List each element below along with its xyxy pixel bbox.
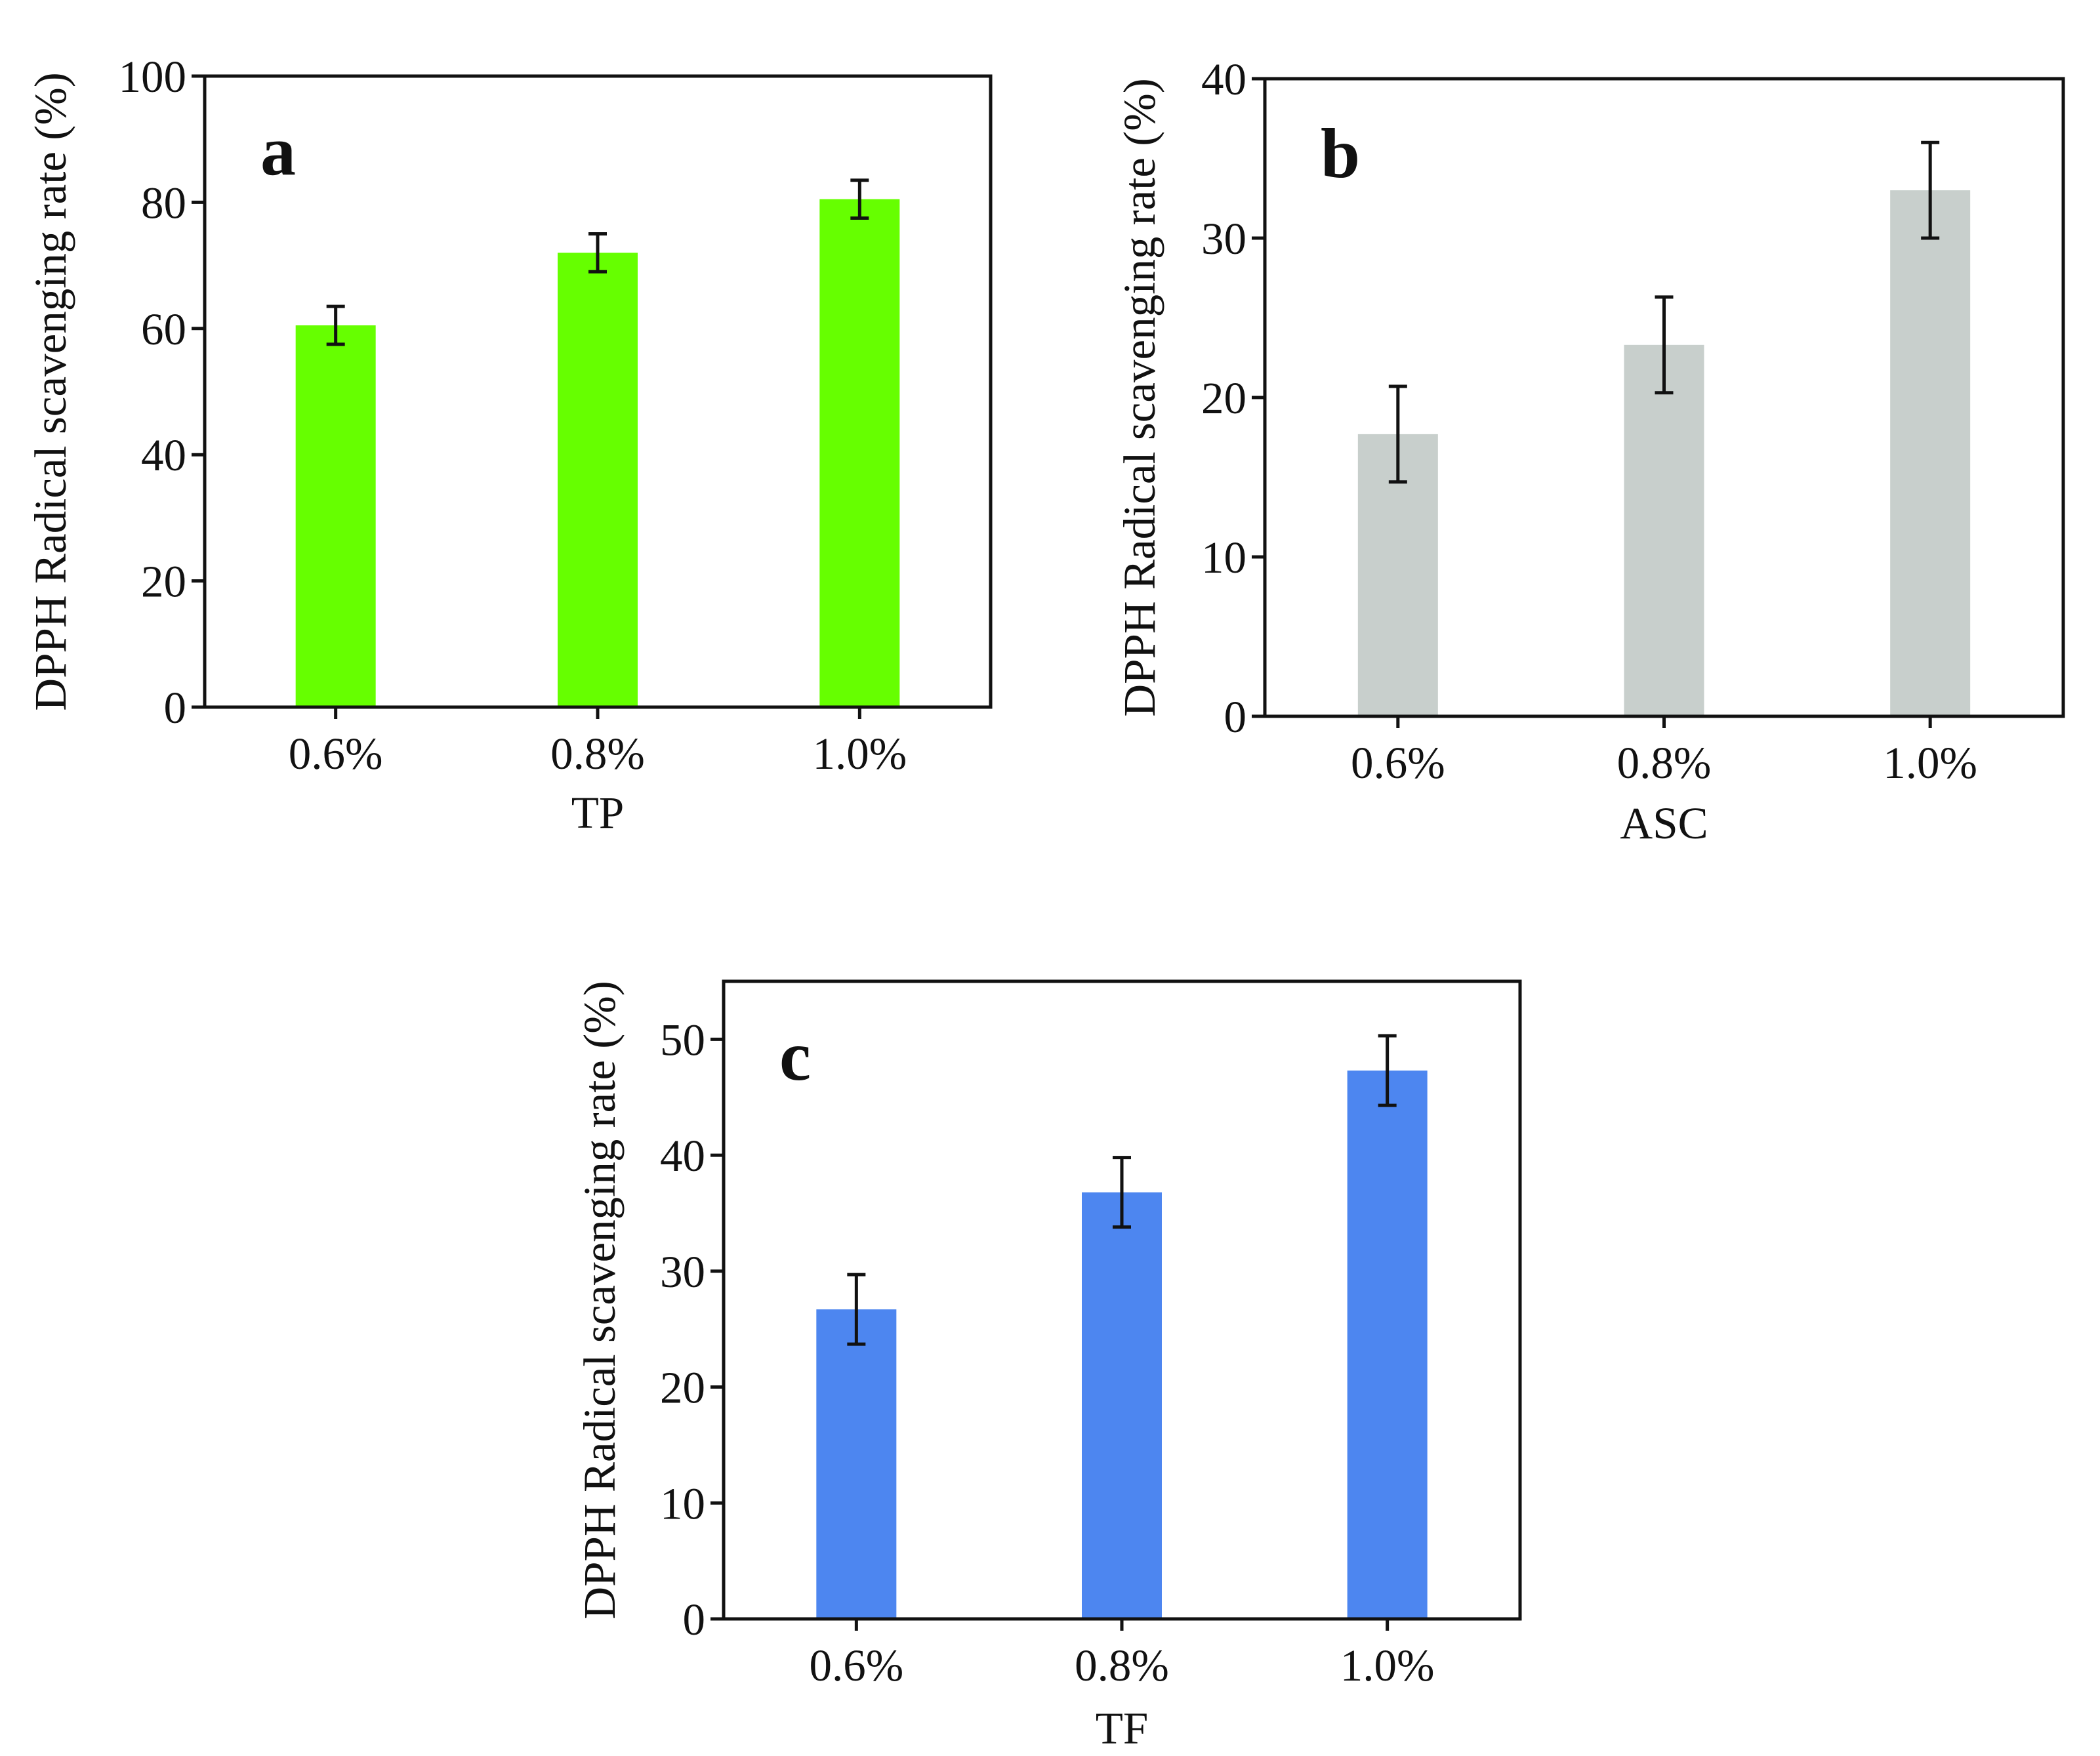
y-tick-label: 80 [141,178,186,228]
panel-letter: a [260,112,296,190]
error-bar-0.8% [1113,1156,1131,1229]
bar-0.6% [816,1309,897,1619]
x-tick-label: 0.6% [809,1641,903,1690]
x-tick-label: 0.8% [1075,1641,1169,1690]
error-bar-1.0% [1378,1034,1397,1107]
y-tick-label: 50 [660,1015,705,1065]
y-axis-label: DPPH Radical scavenging rate (%) [1115,78,1164,716]
y-tick-label: 40 [141,430,186,480]
error-bar-0.6% [847,1273,866,1346]
y-axis-label: DPPH Radical scavenging rate (%) [26,72,75,710]
bar-0.6% [295,325,376,707]
y-tick-label: 100 [119,52,187,102]
x-tick-label: 0.8% [550,729,645,779]
y-tick-label: 60 [141,304,186,354]
y-tick-label: 0 [683,1595,706,1644]
error-bar-1.0% [1921,140,1940,240]
x-tick-label: 0.6% [1351,738,1445,788]
y-tick-label: 20 [660,1363,705,1413]
panel-letter: b [1321,115,1360,193]
x-tick-label: 1.0% [1340,1641,1435,1690]
error-bar-1.0% [850,178,869,220]
x-axis-label: ASC [1620,798,1708,848]
x-axis-label: TP [571,788,625,838]
bar-0.8% [1624,344,1704,716]
panel-a-chart: 0 20 40 60 80 100 0.6% 0.8% 1.0% TP DPPH Radical s… [26,52,993,838]
y-tick-label: 10 [660,1479,705,1528]
panel-letter: c [779,1017,811,1095]
error-bar-0.6% [326,304,345,346]
x-tick-label: 0.8% [1617,738,1712,788]
error-bar-0.6% [1388,384,1407,484]
panel-c-chart: 0 10 20 30 40 50 0.6% 0.8% 1.0% TF DPPH Radical sc… [575,979,1522,1753]
y-tick-label: 30 [660,1247,705,1297]
y-tick-label: 0 [164,683,187,733]
panel-b-chart: 0 10 20 30 40 0.6% 0.8% 1.0% ASC DPPH Radical sca… [1115,54,2065,848]
x-tick-label: 1.0% [812,729,907,779]
y-tick-label: 10 [1201,533,1246,582]
y-tick-label: 0 [1224,692,1247,742]
x-tick-label: 1.0% [1883,738,1977,788]
error-bar-0.8% [588,232,607,274]
bar-0.8% [1082,1192,1162,1619]
bar-0.8% [558,253,638,707]
bar-1.0% [819,199,900,708]
x-tick-label: 0.6% [289,729,383,779]
y-tick-label: 20 [141,557,186,607]
y-tick-label: 40 [1201,54,1246,104]
y-tick-label: 30 [1201,214,1246,264]
y-axis-label: DPPH Radical scavenging rate (%) [575,981,625,1619]
y-tick-label: 40 [660,1131,705,1181]
bar-1.0% [1890,190,1971,717]
y-tick-label: 20 [1201,373,1246,423]
x-axis-label: TF [1096,1704,1149,1753]
bar-1.0% [1347,1071,1428,1619]
error-bar-0.8% [1655,295,1674,395]
